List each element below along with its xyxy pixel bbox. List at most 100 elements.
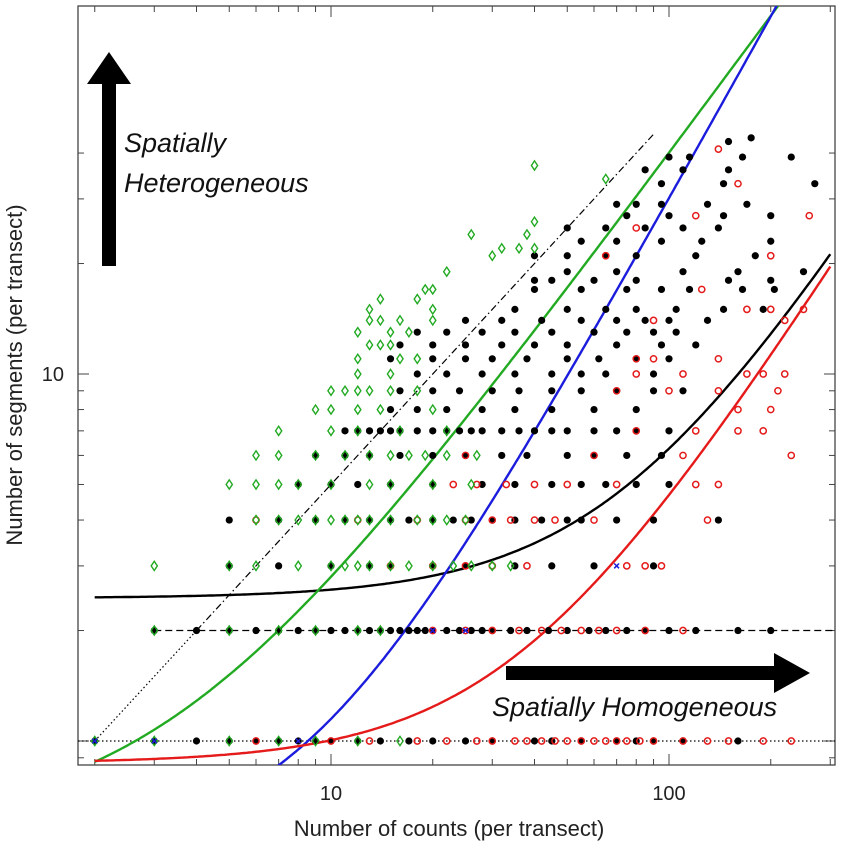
red-point (632, 426, 641, 435)
black-point (649, 328, 658, 336)
red-point (327, 737, 335, 745)
green-point (442, 265, 451, 278)
black-point (429, 737, 437, 745)
green-point (413, 514, 422, 526)
black-point (443, 405, 451, 414)
black-point (595, 355, 603, 363)
red-point (714, 354, 723, 363)
black-point (577, 480, 585, 489)
blue-point (462, 627, 469, 634)
red-point (577, 626, 586, 635)
black-point (275, 562, 283, 570)
green-point (341, 384, 349, 397)
red-point (365, 737, 374, 745)
green-point (225, 560, 234, 572)
red-point (703, 737, 712, 745)
red-point (679, 451, 687, 460)
black-point (692, 252, 700, 260)
red-point (563, 737, 572, 745)
black-point (365, 626, 374, 635)
black-point (679, 387, 687, 395)
y-axis-title: Number of segments (per transect) (2, 204, 27, 545)
green-point (365, 449, 374, 462)
green-point (428, 478, 437, 491)
green-fit-curve (94, 6, 780, 763)
black-point (649, 387, 658, 395)
black-point (548, 276, 556, 284)
green-point (225, 478, 234, 491)
green-point (421, 283, 430, 296)
black-point (511, 370, 519, 378)
black-point (738, 153, 747, 161)
green-point (386, 384, 395, 397)
right-arrow-head (774, 653, 810, 693)
black-point (421, 626, 429, 635)
green-point (461, 514, 470, 526)
blue-point (429, 627, 436, 634)
green-point (225, 735, 234, 747)
red-point (523, 562, 531, 570)
red-point (461, 451, 470, 460)
black-point (613, 316, 621, 324)
red-point (502, 480, 511, 489)
green-point (442, 424, 451, 437)
red-point (766, 305, 775, 314)
black-point (767, 237, 775, 245)
black-point (376, 427, 384, 435)
green-point (515, 242, 523, 255)
red-point (557, 626, 566, 635)
red-point (697, 285, 706, 294)
black-point (563, 626, 571, 635)
black-point (327, 626, 335, 635)
black-point (679, 224, 687, 232)
black-point (590, 405, 598, 414)
green-point (274, 514, 283, 526)
black-point (698, 237, 706, 245)
black-point (429, 427, 437, 435)
red-point (649, 316, 658, 325)
red-point (449, 480, 458, 489)
green-point (442, 449, 451, 462)
green-point (294, 560, 303, 572)
black-point (577, 285, 585, 294)
black-point (613, 268, 621, 276)
black-point (649, 516, 658, 524)
black-point (563, 341, 571, 349)
red-point (537, 737, 546, 745)
black-point (413, 328, 421, 336)
reference-lines (78, 133, 835, 742)
green-point (449, 560, 458, 572)
black-point (507, 626, 515, 635)
black-point (449, 516, 457, 524)
black-point (724, 276, 733, 284)
green-point (311, 403, 320, 416)
x-tick-label: 100 (652, 783, 685, 805)
green-point (327, 424, 335, 437)
black-point (548, 387, 556, 395)
black-point (252, 626, 260, 635)
black-point (530, 341, 539, 349)
black-point (649, 562, 658, 570)
black-point (548, 328, 556, 336)
black-point (692, 341, 700, 349)
black-point (657, 200, 666, 208)
ref-line-one-to-one-dotted (94, 630, 197, 742)
black-point (714, 224, 722, 232)
red-point (714, 386, 723, 395)
red-point (691, 426, 700, 435)
red-point (703, 516, 712, 524)
black-point (523, 451, 531, 460)
green-point (488, 249, 497, 262)
black-point (747, 134, 755, 142)
red-point (759, 370, 768, 378)
red-point (632, 224, 641, 232)
red-point (787, 451, 796, 460)
green-point (413, 293, 422, 305)
black-point (613, 427, 621, 435)
black-point (734, 268, 742, 276)
black-point (478, 626, 486, 635)
black-point (641, 166, 649, 174)
black-point (511, 328, 519, 336)
red-point (714, 145, 723, 153)
green-point (530, 215, 539, 228)
